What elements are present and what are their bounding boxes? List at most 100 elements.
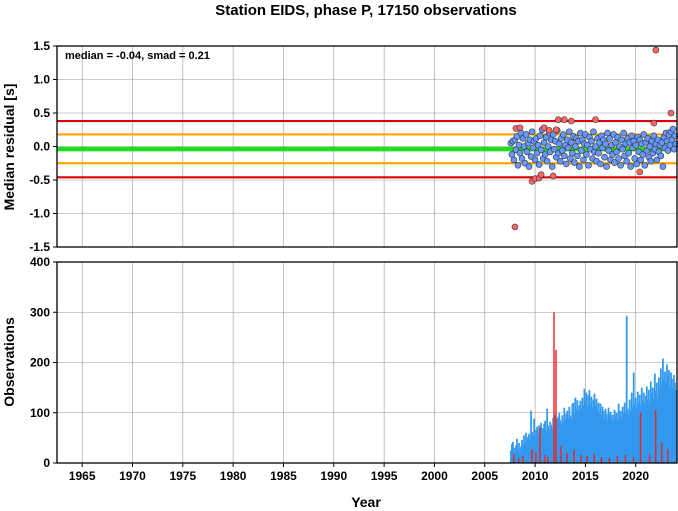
- year-x-tick-label: 1985: [270, 469, 297, 483]
- observation-bar-accepted: [525, 432, 527, 463]
- residual-point-inliers: [627, 163, 635, 170]
- observation-bar-accepted: [519, 451, 521, 463]
- observation-bar-accepted: [577, 411, 580, 463]
- observation-bar-accepted: [559, 420, 562, 463]
- observation-bar-accepted: [548, 429, 551, 463]
- observation-bar-accepted: [585, 392, 588, 463]
- observation-bar-accepted: [567, 417, 570, 463]
- residual-point-inliers: [514, 161, 522, 169]
- observation-bar-rejected: [593, 453, 595, 463]
- observation-bar-rejected: [580, 454, 582, 463]
- observation-bar-rejected: [566, 452, 568, 463]
- observation-bar-accepted: [609, 411, 612, 463]
- observation-bar-accepted: [554, 414, 557, 463]
- year-x-tick-label: 1990: [320, 469, 347, 483]
- residual-point-inliers: [597, 160, 604, 168]
- observation-bar-accepted: [605, 413, 608, 463]
- observation-bar-accepted: [614, 416, 617, 463]
- observation-bar-accepted: [592, 399, 595, 463]
- observation-bar-accepted: [521, 439, 523, 463]
- observation-bar-accepted: [661, 383, 663, 463]
- observation-bar-accepted: [606, 419, 609, 463]
- residual-point-inliers: [525, 163, 533, 170]
- residual-y-tick-label: 1.0: [33, 73, 50, 87]
- residual-point-inliers: [550, 145, 558, 153]
- observation-bar-accepted: [529, 440, 531, 463]
- observation-bar-accepted: [568, 406, 571, 463]
- observation-bar-accepted: [551, 427, 554, 463]
- residual-point-inliers: [536, 132, 544, 140]
- residual-points: [507, 46, 678, 231]
- observation-bar-accepted: [644, 395, 647, 463]
- observation-bar-accepted: [552, 417, 555, 463]
- residual-y-axis-label: Median residual [s]: [1, 84, 17, 211]
- observation-bar-accepted: [624, 412, 627, 463]
- residual-point-inliers: [556, 157, 564, 165]
- observation-bar-accepted: [514, 452, 516, 463]
- observation-bar-accepted: [628, 399, 631, 463]
- observation-bar-rejected: [539, 427, 541, 463]
- observation-bar-accepted: [540, 422, 543, 463]
- residual-point-inliers: [605, 147, 612, 154]
- observation-bar-accepted: [674, 382, 676, 463]
- observation-bar-accepted: [544, 420, 547, 463]
- observation-bar-accepted: [631, 406, 634, 463]
- observation-bar-rejected: [531, 448, 533, 463]
- residual-point-inliers: [606, 135, 613, 142]
- observation-bar-accepted: [622, 413, 625, 463]
- residual-point-inliers: [585, 161, 592, 169]
- observation-bar-accepted: [664, 371, 666, 463]
- residual-point-inliers: [528, 128, 536, 136]
- observation-bar-accepted: [579, 400, 582, 463]
- observation-bar-accepted: [565, 413, 568, 463]
- observation-bar-accepted: [646, 399, 649, 463]
- observation-bar-rejected: [555, 349, 557, 463]
- residual-point-inliers: [566, 128, 573, 136]
- year-x-tick-label: 2000: [421, 469, 448, 483]
- observation-bar-accepted: [632, 372, 635, 463]
- observation-bar-accepted: [589, 403, 592, 463]
- residual-point-inliers: [611, 159, 618, 166]
- observation-bar-accepted: [575, 409, 578, 463]
- observation-bar-accepted: [526, 438, 528, 463]
- residual-point-inliers: [560, 152, 568, 160]
- residual-point-inliers: [531, 156, 539, 164]
- observations-y-axis-label: Observations: [1, 317, 17, 407]
- observation-bar-accepted: [562, 421, 565, 463]
- residual-point-inliers: [549, 131, 557, 138]
- observation-bar-accepted: [626, 408, 629, 463]
- observation-bar-accepted: [541, 427, 544, 463]
- observation-bar-accepted: [517, 448, 519, 463]
- observation-bar-accepted: [515, 445, 517, 463]
- observation-bar-accepted: [546, 408, 549, 463]
- observation-bar-accepted: [666, 364, 668, 463]
- observation-bar-accepted: [659, 368, 662, 463]
- residual-point-inliers: [562, 160, 570, 168]
- residual-point-inliers: [535, 161, 543, 168]
- observation-bar-accepted: [518, 442, 520, 463]
- observation-bar-accepted: [671, 378, 673, 463]
- observation-bar-accepted: [620, 417, 623, 463]
- observation-bar-accepted: [511, 443, 513, 463]
- observation-bar-accepted: [590, 396, 593, 463]
- observation-bar-rejected: [661, 442, 663, 463]
- residual-point-outliers: [540, 124, 548, 132]
- observation-bar-accepted: [572, 402, 575, 463]
- observation-bar-accepted: [569, 415, 572, 463]
- observation-bar-accepted: [621, 406, 624, 463]
- observation-bar-accepted: [652, 398, 655, 463]
- observation-bar-accepted: [581, 397, 584, 463]
- residual-y-tick-label: -1.5: [29, 240, 50, 254]
- observation-bar-accepted: [613, 409, 616, 463]
- observation-bar-accepted: [641, 400, 644, 463]
- observation-bar-accepted: [530, 410, 532, 463]
- observation-bar-accepted: [512, 441, 514, 463]
- observation-bar-accepted: [524, 441, 526, 463]
- observation-bar-accepted: [560, 423, 563, 463]
- residual-point-inliers: [590, 128, 597, 136]
- residual-point-inliers: [617, 161, 624, 169]
- observation-bar-accepted: [655, 382, 658, 463]
- observation-bar-accepted: [558, 412, 561, 463]
- observation-bar-accepted: [668, 370, 670, 463]
- year-x-axis-label: Year: [351, 494, 381, 510]
